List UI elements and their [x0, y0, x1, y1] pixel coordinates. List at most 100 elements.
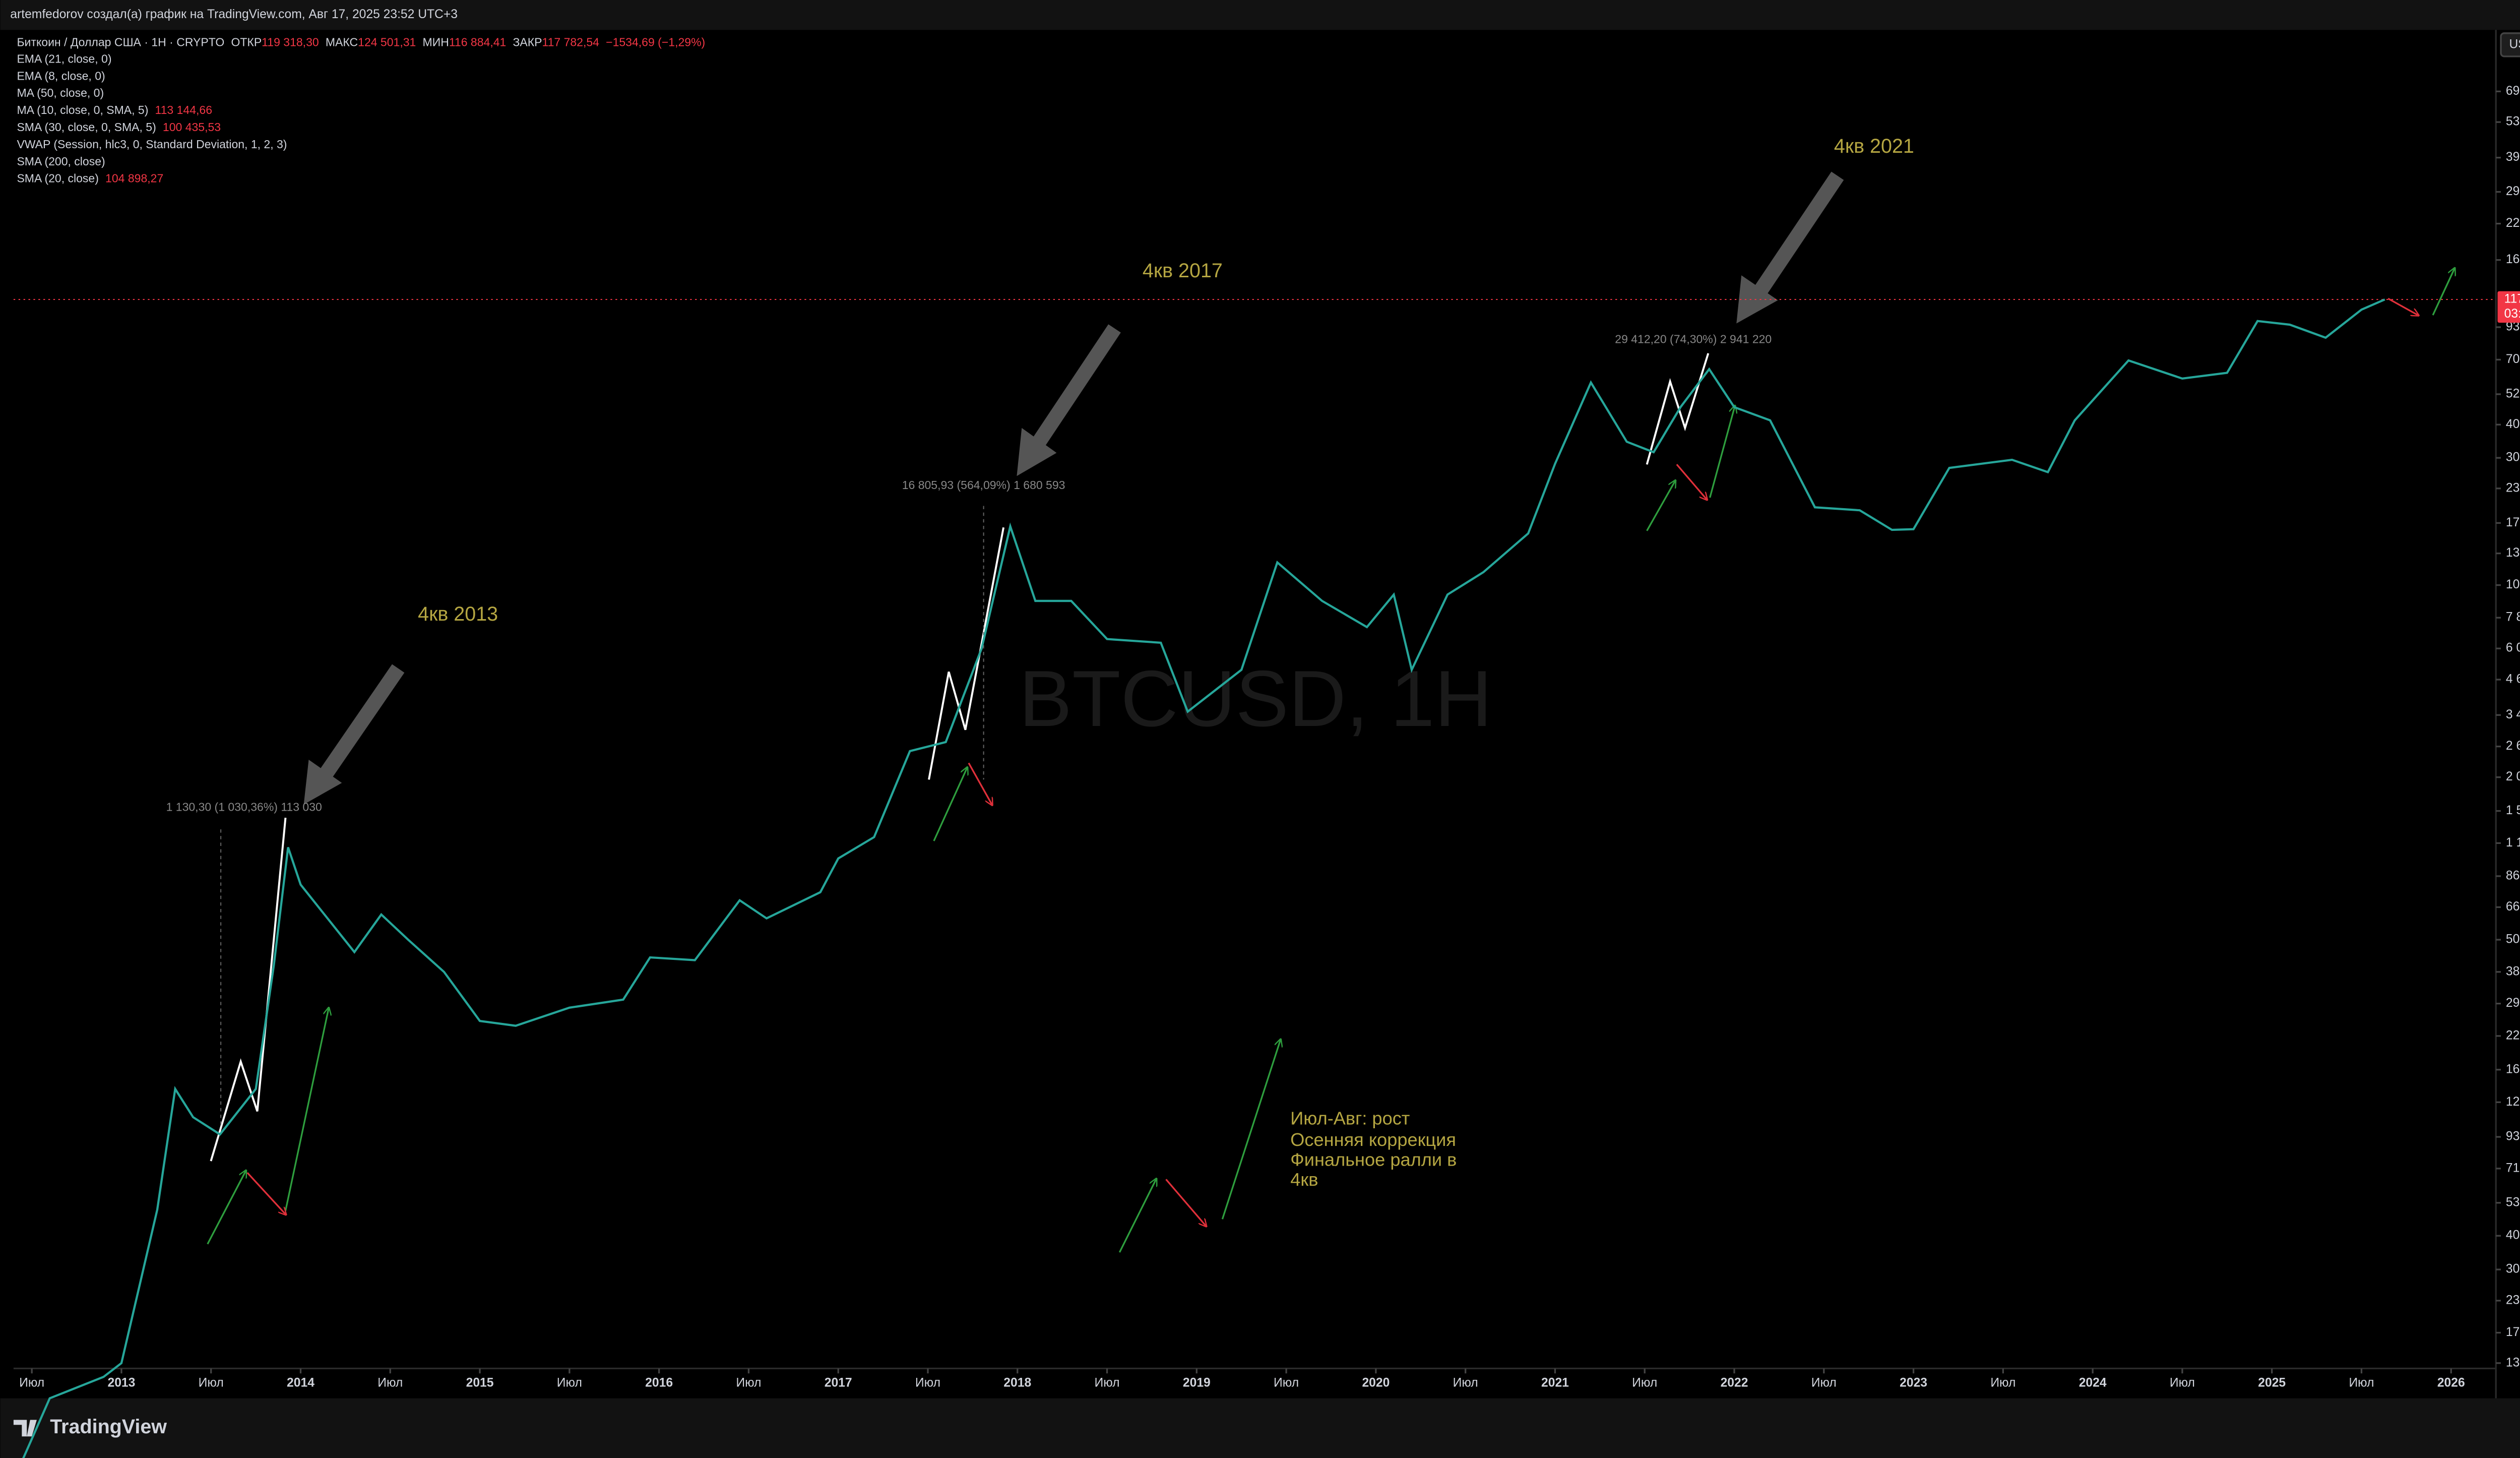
indicator-name: MA (10, close, 0, SMA, 5) [17, 103, 148, 116]
indicator-legend: EMA (21, close, 0) EMA (8, close, 0) MA (5… [17, 52, 287, 185]
drawings [207, 171, 2454, 1253]
x-tick-label: Июл [199, 1376, 224, 1389]
x-tick-label: 2023 [1900, 1376, 1927, 1389]
x-tick-label: Июл [19, 1376, 44, 1389]
x-tick-label: 2017 [825, 1376, 852, 1389]
brand: TradingView [50, 1416, 167, 1438]
x-tick-label: 2025 [2258, 1376, 2286, 1389]
y-tick-label: 380,00 [2506, 964, 2520, 978]
x-tick-label: Июл [2170, 1376, 2195, 1389]
price-label: 117 782,54 [2504, 292, 2520, 306]
y-tick-label: 70 500,00 [2506, 352, 2520, 366]
price-line-series [22, 298, 2385, 1458]
y-tick-label: 535 000,00 [2506, 115, 2520, 129]
currency: USD [2509, 37, 2520, 51]
x-tick-label: 2020 [1362, 1376, 1390, 1389]
indicator: EMA (8, close, 0) [17, 69, 105, 82]
x-tick-label: Июл [1990, 1376, 2015, 1389]
author-line: artemfedorov создал(а) график на Trading… [10, 8, 458, 21]
gray-arrow [319, 664, 405, 779]
y-tick-label: 220,00 [2506, 1028, 2520, 1042]
indicator-value: 113 144,66 [155, 103, 212, 116]
indicator-name: EMA (8, close, 0) [17, 69, 105, 82]
ohlc-value: 119 318,30 [262, 36, 319, 49]
y-tick-label: 4 600,00 [2506, 673, 2520, 686]
indicator: SMA (200, close) [17, 155, 105, 168]
x-tick-label: 2024 [2079, 1376, 2107, 1389]
y-tick-label: 93,00 [2506, 1130, 2520, 1143]
y-tick-label: 17 500,00 [2506, 516, 2520, 529]
indicator-name: MA (50, close, 0) [17, 86, 104, 99]
y-tick-label: 53,00 [2506, 1195, 2520, 1209]
x-tick-label: Июл [1453, 1376, 1478, 1389]
x-tick-label: Июл [2349, 1376, 2374, 1389]
indicator: SMA (30, close, 0, SMA, 5) 100 435,53 [17, 120, 221, 134]
indicator-value: 104 898,27 [105, 172, 163, 185]
gray-arrow [1753, 171, 1844, 296]
indicator-name: VWAP (Session, hlc3, 0, Standard Deviati… [17, 138, 287, 151]
price-label-box [2497, 291, 2520, 323]
y-tick-label: 165,00 [2506, 1062, 2520, 1076]
x-tick-label: 2018 [1003, 1376, 1031, 1389]
note-line: Финальное ралли в [1290, 1149, 1457, 1170]
x-tick-label: 2019 [1183, 1376, 1211, 1389]
y-tick-label: 23,00 [2506, 1293, 2520, 1307]
note-line: 4кв [1290, 1169, 1318, 1190]
x-tick-label: 2013 [108, 1376, 136, 1389]
x-tick-label: Июл [1274, 1376, 1299, 1389]
y-tick-label: 225 000,00 [2506, 216, 2520, 230]
y-tick-label: 17,50 [2506, 1325, 2520, 1339]
note: Июл-Авг: рост Осенняя коррекция Финально… [1290, 1108, 1457, 1190]
annotation: 4кв 2021 [1834, 135, 1914, 157]
y-tick-label: 295 000,00 [2506, 185, 2520, 198]
x-tick-label: Июл [736, 1376, 761, 1389]
y-tick-label: 6 000,00 [2506, 641, 2520, 655]
annotation: 4кв 2013 [418, 603, 498, 625]
y-tick-label: 23 500,00 [2506, 481, 2520, 495]
y-tick-label: 660,00 [2506, 900, 2520, 914]
ohlc-value: 116 884,41 [449, 36, 506, 49]
indicator: MA (10, close, 0, SMA, 5) 113 144,66 [17, 103, 212, 116]
x-tick-label: 2022 [1721, 1376, 1748, 1389]
y-tick-label: 7 800,00 [2506, 611, 2520, 624]
legend-main: Биткоин / Доллар США · 1H · CRYPTO ОТКР11… [17, 36, 705, 49]
note-line: Июл-Авг: рост [1290, 1108, 1410, 1128]
indicator: SMA (20, close) 104 898,27 [17, 172, 163, 185]
annotation: 4кв 2017 [1143, 260, 1223, 282]
gray-arrow-head [303, 759, 342, 805]
y-tick-label: 2 600,00 [2506, 739, 2520, 753]
indicator-value: 100 435,53 [163, 120, 221, 134]
gray-arrow-head [1017, 428, 1057, 476]
y-tick-label: 1 140,00 [2506, 836, 2520, 849]
x-tick-label: 2014 [287, 1376, 314, 1389]
ohlc-label: МАКС [326, 36, 358, 49]
measurement: 1 130,30 (1 030,36%) 113 030 [166, 800, 322, 813]
y-tick-label: 40 500,00 [2506, 417, 2520, 431]
ohlc-label: ЗАКР [513, 36, 542, 49]
measurement: 16 805,93 (564,09%) 1 680 593 [902, 478, 1065, 492]
x-tick-label: 2021 [1541, 1376, 1569, 1389]
y-tick-label: 71,00 [2506, 1161, 2520, 1175]
y-tick-label: 52 500,00 [2506, 387, 2520, 400]
x-tick-label: 2026 [2437, 1376, 2465, 1389]
countdown: 03:07:34 [2504, 307, 2520, 321]
x-tick-label: Июл [915, 1376, 940, 1389]
y-tick-label: 125,00 [2506, 1095, 2520, 1109]
brand-logo [13, 1420, 37, 1437]
red-arrows [246, 297, 2418, 1226]
gray-arrow-head [1736, 275, 1778, 324]
top-bar [0, 0, 2520, 30]
ohlc-value: 124 501,31 [358, 36, 416, 49]
currency-button[interactable] [2500, 32, 2520, 57]
gray-arrow [1032, 324, 1121, 447]
y-tick-label: 395 000,00 [2506, 150, 2520, 164]
x-tick-label: Июл [1811, 1376, 1837, 1389]
x-tick-label: 2016 [645, 1376, 673, 1389]
y-tick-label: 30 500,00 [2506, 451, 2520, 464]
symbol: Биткоин / Доллар США · 1H · CRYPTO [17, 36, 224, 49]
footer [0, 1398, 2520, 1458]
indicator: VWAP (Session, hlc3, 0, Standard Deviati… [17, 138, 287, 151]
y-tick-label: 860,00 [2506, 869, 2520, 882]
y-tick-label: 3 400,00 [2506, 708, 2520, 721]
